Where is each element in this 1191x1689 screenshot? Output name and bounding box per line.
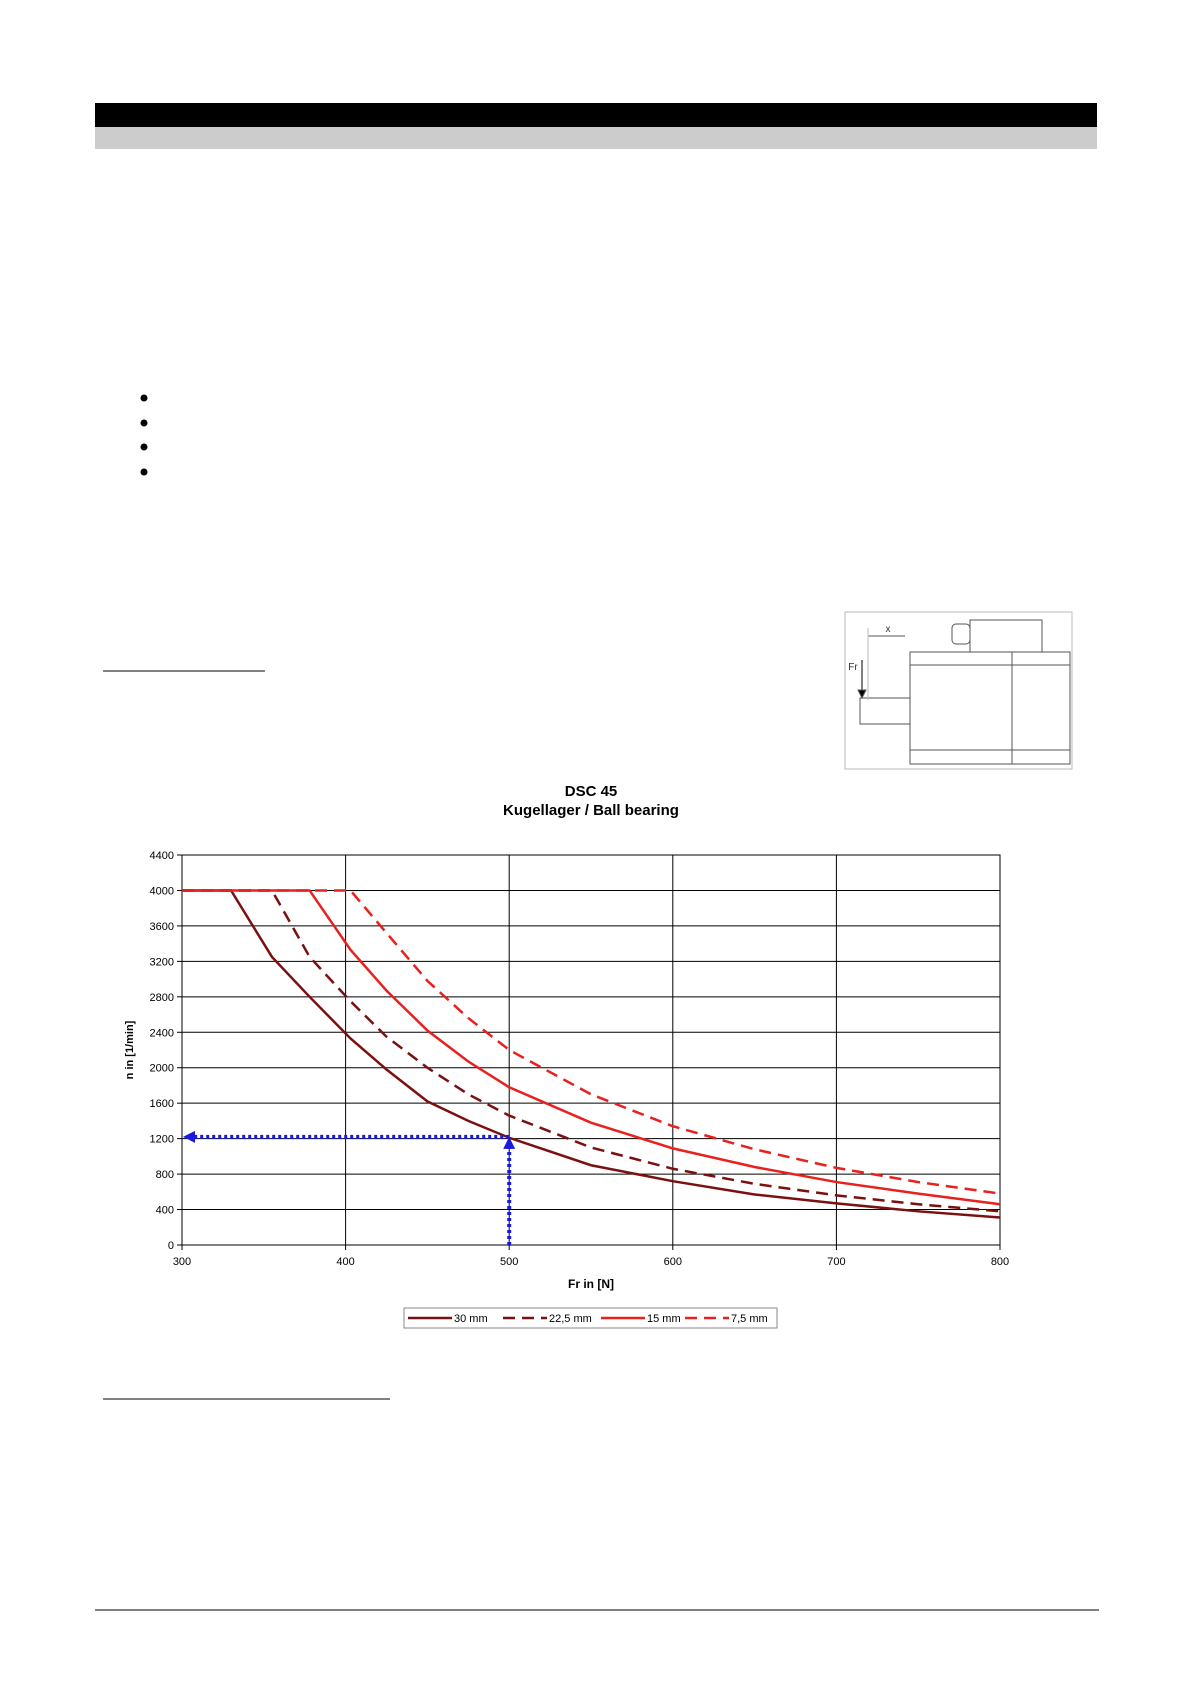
- chart: 0 400 800 1200 1600 2000 2400 2800 3200 3600 4000 4…: [124, 850, 1009, 1329]
- y-tick-label: 3200: [150, 956, 174, 968]
- series-line: [182, 889, 1001, 1195]
- y-tick-label: 2400: [150, 1027, 174, 1039]
- bullet: [140, 443, 148, 451]
- shaft: [859, 697, 911, 725]
- diagram-label: x: [886, 624, 891, 635]
- diagram-label: Fr: [848, 662, 858, 673]
- header-subbar: [95, 127, 1097, 149]
- y-tick-label: 4000: [150, 885, 174, 897]
- connector-plug: [951, 623, 971, 645]
- connector: [969, 619, 1043, 653]
- bullet: [140, 468, 148, 476]
- reading-arrowhead: [503, 1136, 516, 1149]
- x-tick-label: 300: [173, 1256, 191, 1268]
- reading-arrowhead: [183, 1130, 195, 1143]
- x-tick-label: 700: [827, 1256, 845, 1268]
- y-tick-label: 4400: [150, 850, 174, 862]
- y-tick-label: 400: [156, 1205, 174, 1217]
- bullet: [140, 419, 148, 427]
- legend-label: 22,5 mm: [549, 1313, 592, 1325]
- chart-title: DSC 45: [565, 783, 618, 800]
- y-tick-label: 1600: [150, 1098, 174, 1110]
- x-tick-label: 500: [500, 1256, 518, 1268]
- series-line: [182, 889, 1001, 1219]
- legend-label: 7,5 mm: [731, 1313, 768, 1325]
- y-tick-label: 2800: [150, 992, 174, 1004]
- y-tick-label: 3600: [150, 921, 174, 933]
- header-bar: [95, 103, 1097, 127]
- x-tick-label: 400: [336, 1256, 354, 1268]
- y-tick-label: 800: [156, 1169, 174, 1181]
- plot-area: [181, 854, 1001, 1246]
- bullets: [140, 394, 148, 476]
- x-axis-label: Fr in [N]: [568, 1277, 614, 1291]
- x-tick-label: 600: [664, 1256, 682, 1268]
- diagram-frame: [844, 611, 1073, 770]
- bullet: [140, 394, 148, 402]
- series-line: [182, 889, 1001, 1213]
- y-axis-label: n in [1/min]: [124, 1020, 136, 1079]
- chart-subtitle: Kugellager / Ball bearing: [503, 802, 679, 819]
- x-tick-label: 800: [991, 1256, 1009, 1268]
- y-tick-label: 0: [168, 1240, 174, 1252]
- y-tick-label: 2000: [150, 1063, 174, 1075]
- y-tick-label: 1200: [150, 1134, 174, 1146]
- force-arrowhead: [857, 689, 867, 700]
- motor-body: [909, 651, 1071, 765]
- legend-label: 30 mm: [454, 1313, 488, 1325]
- legend-label: 15 mm: [647, 1313, 681, 1325]
- legend-box: [403, 1307, 778, 1329]
- motor-diagram: [844, 611, 1073, 770]
